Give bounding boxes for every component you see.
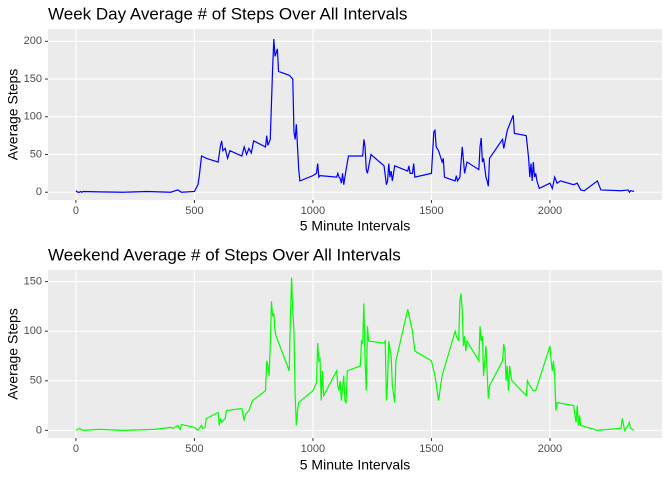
x-tick-label: 0 (73, 205, 79, 217)
x-tick-label: 2000 (538, 443, 562, 455)
x-tick-label: 1000 (301, 443, 325, 455)
y-tick-label: 0 (36, 424, 42, 436)
y-tick-label: 200 (24, 35, 42, 47)
y-tick-label: 50 (30, 148, 42, 160)
y-tick-label: 150 (24, 73, 42, 85)
y-axis-title: Average Steps (5, 308, 21, 400)
data-line (75, 38, 635, 194)
x-tick-label: 500 (185, 205, 203, 217)
y-tick-label: 150 (24, 276, 42, 288)
x-tick-label: 1000 (301, 205, 325, 217)
y-axis-title: Average Steps (5, 69, 21, 161)
x-tick-label: 500 (185, 443, 203, 455)
y-tick-label: 100 (24, 111, 42, 123)
y-tick-label: 100 (24, 325, 42, 337)
y-tick-label: 50 (30, 375, 42, 387)
x-axis-title: 5 Minute Intervals (300, 218, 411, 234)
y-tick-label: 0 (36, 186, 42, 198)
x-tick-label: 1500 (419, 205, 443, 217)
x-axis-title: 5 Minute Intervals (300, 457, 411, 473)
x-tick-label: 1500 (419, 443, 443, 455)
chart-title: Weekend Average # of Steps Over All Inte… (48, 245, 401, 264)
x-tick-label: 0 (73, 443, 79, 455)
chart-title: Week Day Average # of Steps Over All Int… (48, 4, 407, 23)
data-line (75, 277, 635, 432)
plot-panel (48, 29, 662, 200)
x-tick-label: 2000 (538, 205, 562, 217)
plot-panel (48, 270, 662, 438)
